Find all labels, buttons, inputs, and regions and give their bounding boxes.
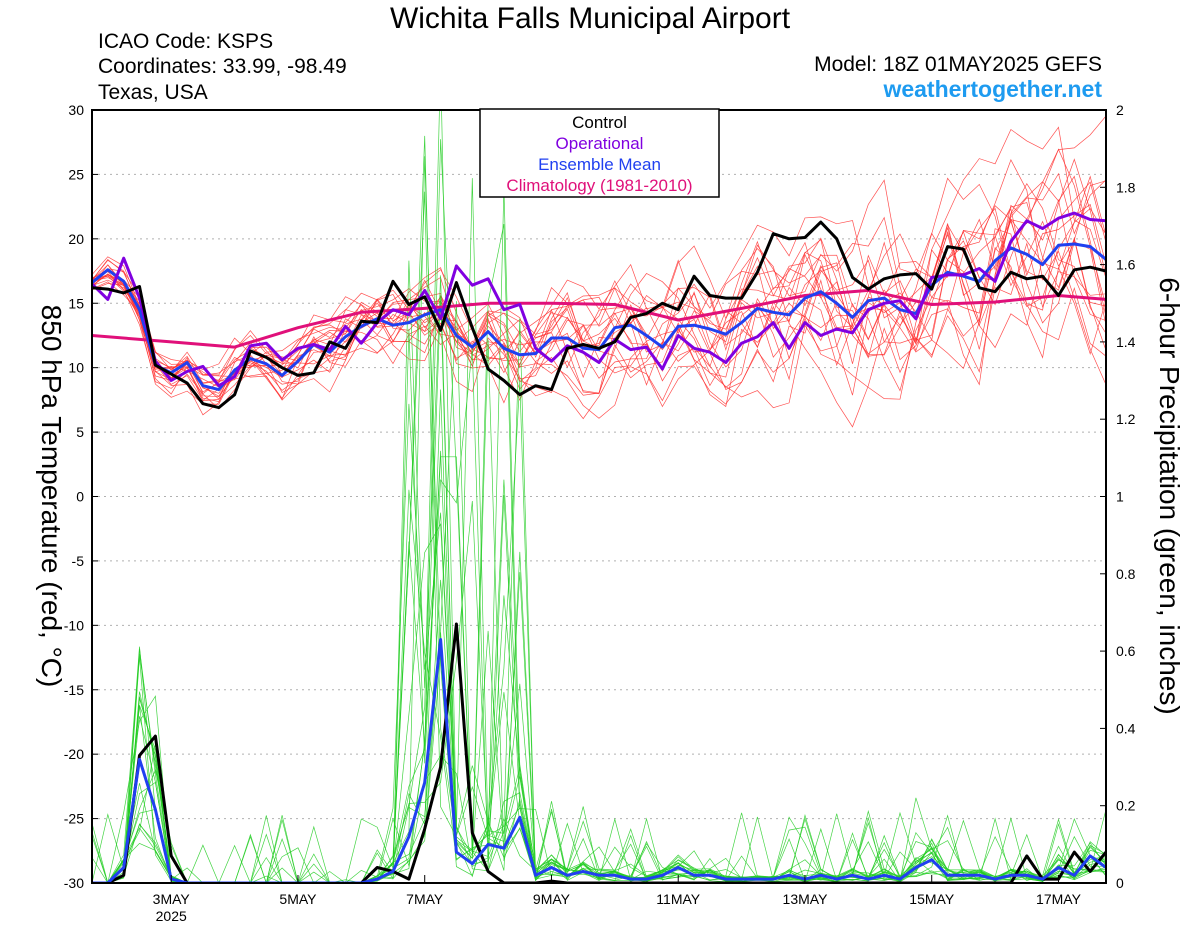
left-tick-label: -5 xyxy=(72,553,85,569)
site-watermark[interactable]: weathertogether.net xyxy=(882,76,1102,102)
x-tick-label: 7MAY xyxy=(406,891,444,907)
ensemble-precip-member xyxy=(92,318,1106,883)
left-tick-label: 20 xyxy=(68,231,84,247)
left-tick-label: 30 xyxy=(68,102,84,118)
ensemble-temp-member xyxy=(92,175,1106,399)
legend-climatology: Climatology (1981-2010) xyxy=(506,176,692,195)
left-tick-label: 5 xyxy=(76,424,84,440)
ensemble-precip-member xyxy=(92,579,1106,883)
chart-title: Wichita Falls Municipal Airport xyxy=(390,2,791,35)
right-tick-label: 1.8 xyxy=(1116,179,1136,195)
grid-lines xyxy=(92,173,1106,820)
legend-ensemble-mean: Ensemble Mean xyxy=(538,155,661,174)
ensemble-temp-member xyxy=(92,159,1106,400)
left-axis-ticks: 30 25 20 15 10 5 0 -5 -10 -15 -20 -25 -30 xyxy=(64,102,98,891)
control-temp-line xyxy=(92,220,1106,410)
ensemble-precip-member xyxy=(92,348,1106,883)
right-tick-label: 0 xyxy=(1116,875,1124,891)
x-tick-label: 5MAY xyxy=(279,891,317,907)
ensemble-precip-member xyxy=(92,135,1106,883)
ensemble-precip-member xyxy=(92,716,1106,883)
ensemble-precip-member xyxy=(92,489,1106,883)
left-tick-label: 0 xyxy=(76,489,84,505)
left-tick-label: -15 xyxy=(64,682,84,698)
x-tick-label: 3MAY xyxy=(153,891,191,907)
right-axis-label: 6-hour Precipitation (green, inches) xyxy=(1154,277,1185,714)
station-coordinates: Coordinates: 33.99, -98.49 xyxy=(98,55,347,78)
ensemble-precip-member xyxy=(92,450,1106,883)
right-tick-label: 1 xyxy=(1116,489,1124,505)
x-tick-label: 15MAY xyxy=(909,891,955,907)
legend-control: Control xyxy=(572,113,627,132)
legend-operational: Operational xyxy=(556,134,644,153)
ensemble-temp-member xyxy=(92,126,1106,420)
right-tick-label: 0.4 xyxy=(1116,720,1136,736)
ensemble-precip-member xyxy=(92,301,1106,883)
right-tick-label: 1.4 xyxy=(1116,334,1136,350)
x-tick-label: 9MAY xyxy=(533,891,571,907)
control-precip-line xyxy=(92,622,1106,883)
x-tick-label: 11MAY xyxy=(656,891,700,907)
ensemble-temp-member xyxy=(92,220,1106,409)
right-tick-label: 1.6 xyxy=(1116,257,1136,273)
right-tick-label: 0.8 xyxy=(1116,566,1136,582)
x-tick-label: 17MAY xyxy=(1036,891,1082,907)
station-region: Texas, USA xyxy=(98,81,208,104)
legend-box xyxy=(479,108,720,198)
x-tick-year: 2025 xyxy=(156,908,187,924)
legend: Control Operational Ensemble Mean Climat… xyxy=(479,108,720,198)
ensemble-precip-member xyxy=(92,295,1106,883)
left-tick-label: 25 xyxy=(68,166,84,182)
left-tick-label: -25 xyxy=(64,811,84,827)
ensemble-precip-member xyxy=(92,260,1106,883)
ensemble-precip-member xyxy=(92,500,1106,883)
model-run: Model: 18Z 01MAY2025 GEFS xyxy=(814,53,1102,76)
ensemble-precip-member xyxy=(92,156,1106,883)
ensemble-mean-precip-line xyxy=(92,638,1106,883)
climatology-1981-2010-temp-line xyxy=(92,288,1106,349)
left-tick-label: 15 xyxy=(68,295,84,311)
left-tick-label: -30 xyxy=(64,875,84,891)
left-axis-label: 850 hPa Temperature (red, °C) xyxy=(36,305,67,688)
left-tick-label: -10 xyxy=(64,617,84,633)
ensemble-precip-member xyxy=(92,403,1106,883)
ensemble-precip-member xyxy=(92,187,1106,883)
left-tick-label: 10 xyxy=(68,360,84,376)
ensemble-temp-member xyxy=(92,199,1106,401)
highlight-series xyxy=(92,211,1106,883)
right-axis-ticks: 2 1.8 1.6 1.4 1.2 1 0.8 0.6 0.4 0.2 0 xyxy=(1100,102,1136,891)
ensemble-temp-member xyxy=(92,180,1106,377)
right-tick-label: 0.2 xyxy=(1116,798,1136,814)
ensemble-temp-member xyxy=(92,179,1106,402)
ensemble-precip-member xyxy=(92,380,1106,883)
right-tick-label: 2 xyxy=(1116,102,1124,118)
ensemble-temperature-members xyxy=(92,115,1106,428)
right-tick-label: 1.2 xyxy=(1116,411,1136,427)
right-tick-label: 0.6 xyxy=(1116,643,1136,659)
plot-frame xyxy=(91,109,1107,884)
x-tick-label: 13MAY xyxy=(783,891,829,907)
left-tick-label: -20 xyxy=(64,746,84,762)
station-icao: ICAO Code: KSPS xyxy=(98,30,273,53)
ensemble-temp-member xyxy=(92,202,1106,419)
ensemble-temp-member xyxy=(92,181,1106,428)
